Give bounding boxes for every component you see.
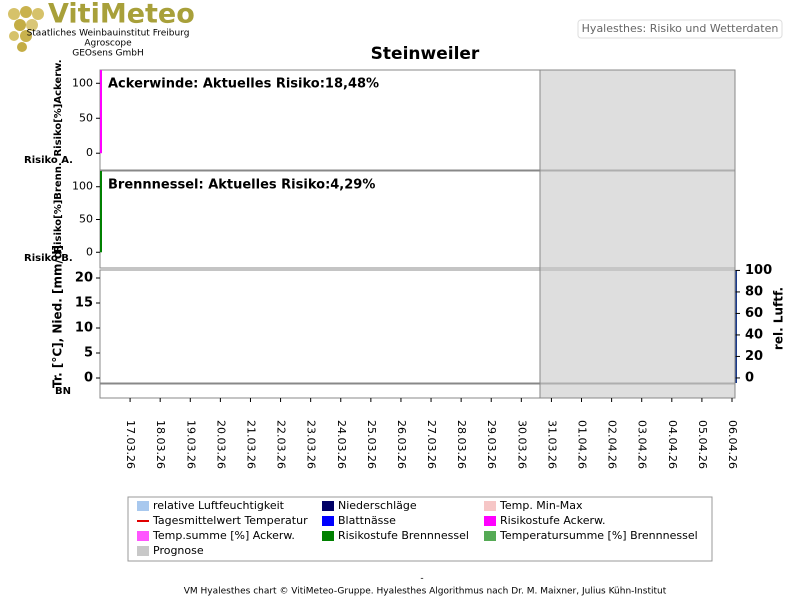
legend-label: Risikostufe Ackerw. (500, 514, 605, 527)
y2-tick-label: 20 (745, 349, 763, 364)
panel-label: Brennnessel: Aktuelles Risiko:4,29% (108, 178, 375, 193)
legend-label: Niederschläge (338, 499, 417, 512)
y-tick-label: 50 (79, 213, 93, 226)
x-tick-label: 05.04.26 (696, 420, 709, 469)
legend-label: Blattnässe (338, 514, 396, 527)
legend-swatch (322, 531, 334, 541)
bn-label: BN (55, 386, 71, 397)
legend-box (127, 496, 713, 562)
footer-mark: - (420, 574, 423, 584)
y-tick-label: 5 (84, 346, 93, 361)
logo-grapes (8, 6, 44, 52)
legend-swatch (137, 501, 149, 511)
legend-swatch (322, 516, 334, 526)
y-tick-label: 20 (75, 271, 93, 286)
y-tick-label: 0 (86, 146, 93, 159)
y2-tick-label: 40 (745, 327, 763, 342)
x-tick-label: 17.03.26 (124, 420, 137, 469)
org-line: Staatliches Weinbauinstitut Freiburg (27, 29, 190, 39)
legend-swatch (484, 531, 496, 541)
legend-swatch (137, 531, 149, 541)
x-tick-label: 28.03.26 (455, 420, 468, 469)
legend-label: Temp. Min-Max (499, 499, 583, 512)
legend-swatch (484, 501, 496, 511)
legend-label: Temp.summe [%] Ackerw. (152, 529, 295, 542)
legend-swatch (484, 516, 496, 526)
panel-label: Ackerwinde: Aktuelles Risiko:18,48% (108, 77, 379, 92)
x-tick-label: 24.03.26 (335, 420, 348, 469)
x-tick-label: 04.04.26 (666, 420, 679, 469)
y-tick-label: 50 (79, 111, 93, 124)
x-tick-label: 03.04.26 (636, 420, 649, 469)
legend-swatch (322, 501, 334, 511)
x-tick-label: 25.03.26 (365, 420, 378, 469)
x-tick-label: 06.04.26 (726, 420, 739, 469)
y-tick-label: 15 (75, 296, 93, 311)
legend-label: Tagesmittelwert Temperatur (152, 514, 308, 527)
tab (577, 19, 783, 39)
legend-label: Temperatursumme [%] Brennnessel (499, 529, 698, 542)
y-tick-label: 0 (86, 245, 93, 258)
y2-tick-label: 60 (745, 306, 763, 321)
x-tick-label: 19.03.26 (184, 420, 197, 469)
x-tick-label: 18.03.26 (154, 420, 167, 469)
x-tick-label: 02.04.26 (606, 420, 619, 469)
x-tick-label: 31.03.26 (545, 420, 558, 469)
x-tick-label: 23.03.26 (305, 420, 318, 469)
x-tick-label: 27.03.26 (425, 420, 438, 469)
x-tick-label: 20.03.26 (214, 420, 227, 469)
y-tick-label: 10 (75, 321, 93, 336)
logo-text: VitiMeteo (48, 0, 195, 30)
y2-axis-label: rel. Luftf. (772, 287, 786, 350)
y-tick-label: 100 (72, 180, 93, 193)
footer: VM Hyalesthes chart © VitiMeteo-Gruppe. … (184, 587, 667, 597)
tab-title: Hyalesthes: Risiko und Wetterdaten (582, 22, 779, 35)
x-tick-label: 21.03.26 (244, 420, 257, 469)
prognose-shade (539, 69, 736, 399)
y2-tick-label: 80 (745, 284, 763, 299)
y-tick-label: 0 (84, 371, 93, 386)
x-tick-label: 30.03.26 (515, 420, 528, 469)
y-tick-label: 100 (72, 76, 93, 89)
chart-title: Steinweiler (371, 44, 480, 64)
x-tick-label: 01.04.26 (576, 420, 589, 469)
org-line: Agroscope (84, 39, 132, 49)
y-axis-label: Tr. [°C], Nied. [mm/d] (51, 245, 65, 388)
risk-label: Risiko A. (24, 155, 73, 166)
org-line: GEOsens GmbH (72, 49, 143, 59)
y-axis-label: Risiko[%]Ackerw. (53, 59, 64, 156)
legend-label: relative Luftfeuchtigkeit (153, 499, 285, 512)
legend-swatch (137, 546, 149, 556)
x-tick-label: 22.03.26 (275, 420, 288, 469)
legend-label: Prognose (153, 544, 204, 557)
legend-label: Risikostufe Brennnessel (338, 529, 469, 542)
y2-tick-label: 100 (745, 263, 772, 278)
y-axis-label: Risiko[%]Brenn. (53, 162, 64, 252)
y2-tick-label: 0 (745, 370, 754, 385)
x-tick-label: 29.03.26 (485, 420, 498, 469)
x-tick-label: 26.03.26 (395, 420, 408, 469)
risk-label: Risiko B. (24, 253, 73, 264)
